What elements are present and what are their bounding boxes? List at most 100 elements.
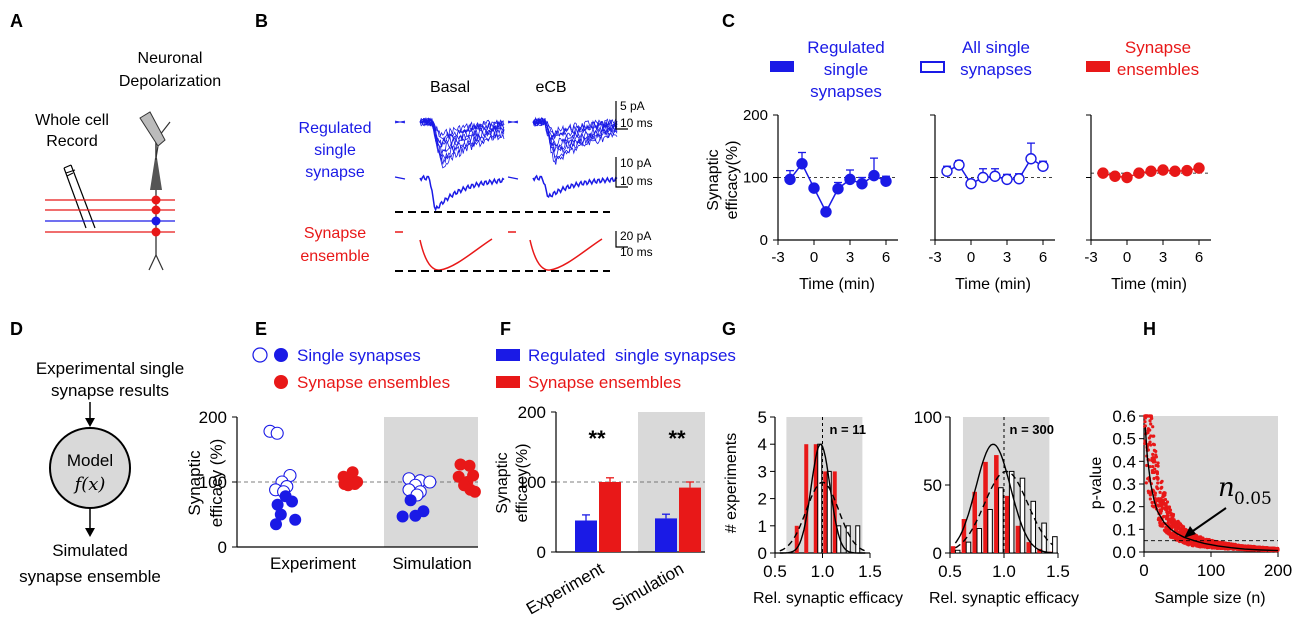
model-label: Model [67,451,113,470]
c-xlabel-right: Time (min) [1111,276,1187,293]
panel-f: Regulated single synapses Synapse ensemb… [494,346,736,618]
f-ylabel-line1: Synaptic [494,452,511,513]
c-ytick-label: 0 [760,232,768,249]
h-pvalue-sample-point [1154,449,1158,453]
g-open-bar [1052,536,1058,554]
c-data-point [1133,167,1145,179]
g-open-bar [826,470,832,554]
g-ytick-label: 4 [758,435,767,454]
c-xtick-label: 0 [967,249,975,266]
h-pvalue-sample-point [1147,491,1151,495]
e-ensemble-point [454,458,467,471]
g-open-bar [855,525,861,554]
g-dashed-fit-curve [779,481,866,552]
legend-f-regulated: Regulated single synapses [528,346,736,365]
g-ytick-label: 2 [758,490,767,509]
h-pvalue-sample-point [1150,416,1154,420]
legend-all-single-line1: All single [962,38,1030,57]
g-n-label-left: n = 11 [830,422,867,437]
legend-ensembles-line1: Synapse [1125,38,1191,57]
g-plots: 0 1 2 3 4 5 0.5 1.0 1.5 n = 11 0 50 100 0.5 1.0 1.5 n = … [758,408,1070,581]
ecb-column-label: eCB [535,79,566,96]
whole-cell-label-line1: Whole cell [35,112,109,129]
panel-a: Neuronal Depolarization Whole cell Recor… [35,50,221,271]
h-pvalue-sample-point [1151,425,1155,429]
h-pvalue-sample-point [1166,514,1170,518]
g-ytick-label: 5 [758,408,767,427]
scale-bar-2-amp: 10 pA [620,156,651,170]
h-pvalue-sample-point [1148,428,1152,432]
h-pvalue-sample-point [1143,442,1147,446]
h-xtick-label: 0 [1139,561,1148,580]
ensemble-row-label-line2: ensemble [300,248,369,265]
legend-e-open-marker [252,347,268,363]
h-pvalue-sample-point [1152,443,1156,447]
c-xtick-label: 0 [810,249,818,266]
h-xtick-label: 200 [1264,561,1292,580]
c-data-point [1025,153,1037,165]
g-open-bar [1008,470,1015,554]
depolarization-label-line2: Depolarization [119,73,221,90]
h-pvalue-sample-point [1167,505,1172,509]
g-xlabel-right: Rel. synaptic efficacy [929,590,1079,607]
h-xtick-label: 100 [1197,561,1225,580]
e-filled-point [270,518,282,531]
h-xlabel: Sample size (n) [1154,590,1265,607]
h-pvalue-sample-point [1148,497,1152,501]
h-pvalue-sample-point [1149,434,1153,438]
g-ytick-label: 3 [758,462,767,481]
h-pvalue-sample-point [1162,514,1166,519]
c-data-point [1097,167,1109,179]
c-data-point [784,173,796,186]
c-data-point [1181,164,1193,177]
patch-pipette-icon [139,111,166,159]
c-xtick-label: 3 [846,249,854,266]
f-ytick-label: 0 [537,543,546,562]
g-red-bar [1026,542,1031,553]
panel-h: p-value 0.0 0.1 0.2 0.3 0.4 0.5 0.6 0 100 200 n 0.0… [1088,407,1292,607]
f-category-label: Experiment [523,559,607,619]
c-xtick-label: 6 [882,249,890,266]
legend-e-ensemble-marker [274,375,288,389]
e-filled-point [396,510,409,523]
h-annotation-arrowhead [1184,526,1196,538]
panel-label-a: A [10,11,23,31]
c-data-point [1013,173,1025,185]
legend-ensembles-swatch [1086,61,1110,72]
h-pvalue-sample-point [1151,464,1155,469]
g-open-bar [998,487,1004,554]
h-pvalue-sample-point [1156,464,1160,468]
c-xlabel-left: Time (min) [799,276,875,293]
g-xtick-label: 1.0 [811,562,835,581]
regulated-row-label-line1: Regulated [299,120,372,137]
scale-bar-1-time: 10 ms [620,116,653,130]
g-n-label-right: n = 300 [1010,422,1054,437]
panel-g: # experiments 0 1 2 3 4 5 0.5 1.0 1.5 n = 11 0 50 10… [723,408,1079,607]
e-plot: 0 100 200 Experiment Simulation [199,408,481,573]
h-pvalue-sample-point [1165,500,1170,504]
f-significance-marker: ** [588,426,606,451]
h-fit-curve [1144,427,1279,552]
g-red-bar [794,525,799,553]
c-data-point [977,171,989,184]
panel-c: Regulated single synapses All single syn… [705,38,1211,293]
c-data-point [1121,171,1133,184]
legend-regulated-line1: Regulated [807,38,885,57]
g-open-bar [954,549,961,554]
f-plot: 0 100 200 ** Experiment ** Simulation [518,403,705,618]
model-function: f(x) [73,474,106,495]
g-solid-fit-curve [779,443,866,554]
c-xtick-label: -3 [928,249,941,266]
c-ytick-label: 200 [743,107,768,124]
legend-f-ensemble-swatch [496,376,520,388]
f-ytick-label: 200 [518,403,546,422]
panel-label-e: E [255,319,267,339]
panel-label-f: F [500,319,511,339]
f-bar [655,518,677,552]
c-xlabel-middle: Time (min) [955,276,1031,293]
c-data-point [1157,164,1169,176]
h-pvalue-sample-point [1149,422,1153,426]
h-ytick-label: 0.0 [1112,543,1136,562]
legend-e-filled-marker [274,348,288,362]
panel-d: Experimental single synapse results Mode… [19,359,184,586]
